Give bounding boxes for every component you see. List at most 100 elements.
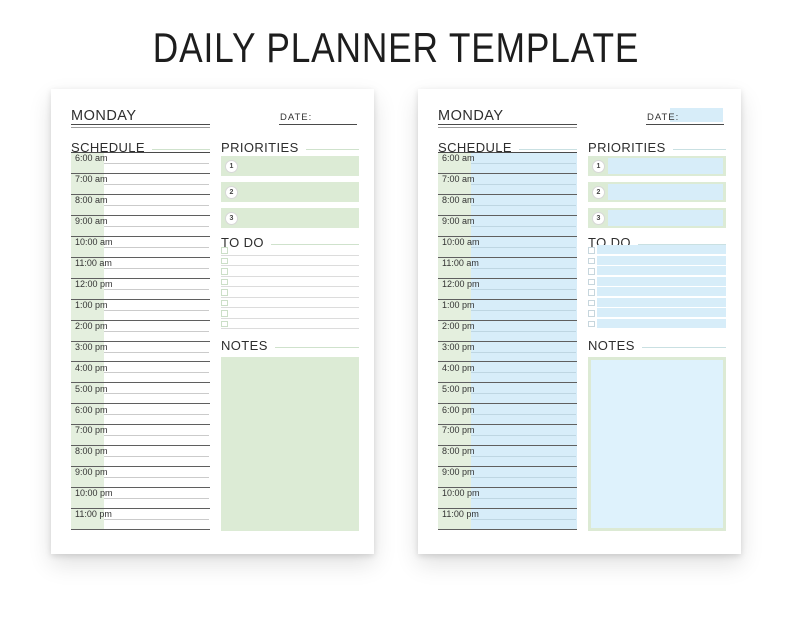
notes-box	[588, 357, 726, 532]
time-label: 12:00 pm	[442, 278, 480, 289]
planner-page-green: MONDAY DATE: SCHEDULE 6:00 am 7:00 am 8:00…	[51, 89, 374, 555]
heading-rule	[270, 243, 359, 245]
time-label: 1:00 pm	[75, 299, 108, 310]
schedule-row: 6:00 pm	[71, 404, 210, 426]
day-heading: MONDAY	[438, 108, 504, 125]
heading-rule	[672, 148, 726, 150]
half-hour-line	[471, 225, 576, 227]
time-label: 9:00 am	[442, 216, 475, 227]
todo-checkbox	[221, 257, 228, 265]
todo-row	[221, 266, 359, 277]
half-hour-line	[471, 477, 576, 479]
schedule-row: 10:00 am	[438, 237, 577, 258]
schedule-row: 7:00 pm	[438, 425, 577, 447]
time-label: 8:00 am	[75, 195, 108, 206]
half-hour-line	[471, 330, 576, 332]
priority-number-badge: 2	[225, 185, 238, 199]
schedule-row: 11:00 am	[71, 258, 210, 279]
half-hour-line	[471, 246, 576, 248]
heading-rule	[152, 148, 210, 150]
half-hour-line	[104, 225, 209, 227]
priority-number-badge: 1	[592, 159, 605, 173]
todo-writing-line	[597, 255, 726, 265]
priority-number-badge: 3	[225, 211, 238, 225]
time-label: 11:00 pm	[442, 509, 479, 520]
time-label: 6:00 pm	[75, 404, 108, 415]
todo-row	[588, 308, 726, 319]
todo-checkbox	[588, 257, 595, 265]
todo-checkbox	[588, 278, 595, 286]
schedule-row: 9:00 am	[71, 216, 210, 237]
todo-row	[588, 245, 726, 256]
schedule-grid: 6:00 am 7:00 am 8:00 am 9:00 am 10:00 am 11:0…	[438, 152, 577, 530]
todo-row	[221, 298, 359, 309]
todo-checkbox	[588, 289, 595, 296]
todo-checkbox	[588, 247, 595, 254]
schedule-heading-label: SCHEDULE	[438, 140, 512, 156]
half-hour-line	[471, 351, 576, 353]
priorities-heading-label: PRIORITIES	[221, 140, 299, 156]
notes-heading: NOTES	[588, 338, 726, 353]
todo-writing-line	[597, 245, 726, 255]
priority-number-badge: 1	[225, 159, 238, 173]
schedule-row: 10:00 pm	[438, 488, 577, 510]
priority-bar: 1	[221, 156, 359, 177]
schedule-heading-label: SCHEDULE	[71, 140, 145, 156]
time-label: 3:00 pm	[75, 341, 108, 352]
todo-checkbox	[221, 320, 228, 328]
day-underline-secondary	[438, 127, 577, 129]
time-label: 11:00 pm	[75, 509, 112, 520]
schedule-row: 3:00 pm	[438, 342, 577, 363]
time-label: 7:00 pm	[442, 425, 475, 436]
heading-rule	[519, 148, 577, 150]
half-hour-line	[471, 498, 576, 500]
half-hour-line	[471, 309, 576, 311]
heading-rule	[274, 346, 359, 348]
schedule-row: 1:00 pm	[71, 300, 210, 321]
day-underline	[438, 123, 577, 126]
priorities-heading: PRIORITIES	[221, 140, 359, 155]
todo-writing-line	[597, 266, 726, 276]
todo-row	[221, 308, 359, 319]
notes-heading-label: NOTES	[221, 338, 268, 354]
half-hour-line	[104, 351, 209, 353]
half-hour-line	[471, 435, 576, 437]
schedule-row: 7:00 am	[438, 174, 577, 195]
notes-heading: NOTES	[221, 338, 359, 353]
todo-checkbox	[221, 247, 228, 254]
schedule-row: 1:00 pm	[438, 300, 577, 321]
date-label: DATE:	[647, 112, 680, 124]
schedule-row: 11:00 am	[438, 258, 577, 279]
schedule-row: 8:00 pm	[71, 446, 210, 468]
half-hour-line	[104, 163, 209, 165]
time-label: 4:00 pm	[442, 362, 475, 373]
schedule-row: 5:00 pm	[71, 383, 210, 405]
schedule-heading: SCHEDULE	[71, 140, 210, 155]
half-hour-line	[104, 477, 209, 479]
todo-row	[588, 287, 726, 298]
priority-writing-area	[608, 184, 723, 201]
planner-page-blue: MONDAY DATE: SCHEDULE 6:00 am 7:00 am 8:00…	[418, 89, 741, 555]
todo-checkbox	[588, 320, 595, 328]
schedule-row: 9:00 pm	[438, 467, 577, 489]
half-hour-line	[104, 498, 209, 500]
half-hour-line	[104, 204, 209, 206]
half-hour-line	[471, 414, 576, 416]
todo-row	[588, 297, 726, 309]
todo-heading: TO DO	[221, 235, 359, 250]
time-label: 2:00 pm	[442, 320, 475, 331]
day-underline	[71, 123, 210, 126]
schedule-heading: SCHEDULE	[438, 140, 577, 155]
time-label: 4:00 pm	[75, 362, 108, 373]
page-title: DAILY PLANNER TEMPLATE	[152, 24, 640, 71]
half-hour-line	[471, 456, 576, 458]
priorities-heading-label: PRIORITIES	[588, 140, 666, 156]
priority-bar: 3	[588, 208, 726, 229]
time-label: 10:00 pm	[442, 488, 480, 499]
schedule-row: 11:00 pm	[438, 509, 577, 530]
schedule-row: 8:00 am	[71, 195, 210, 216]
time-label: 8:00 pm	[442, 446, 475, 457]
time-label: 8:00 pm	[75, 446, 108, 457]
priorities-list: 1 2 3	[588, 156, 726, 229]
schedule-row: 8:00 am	[438, 195, 577, 216]
